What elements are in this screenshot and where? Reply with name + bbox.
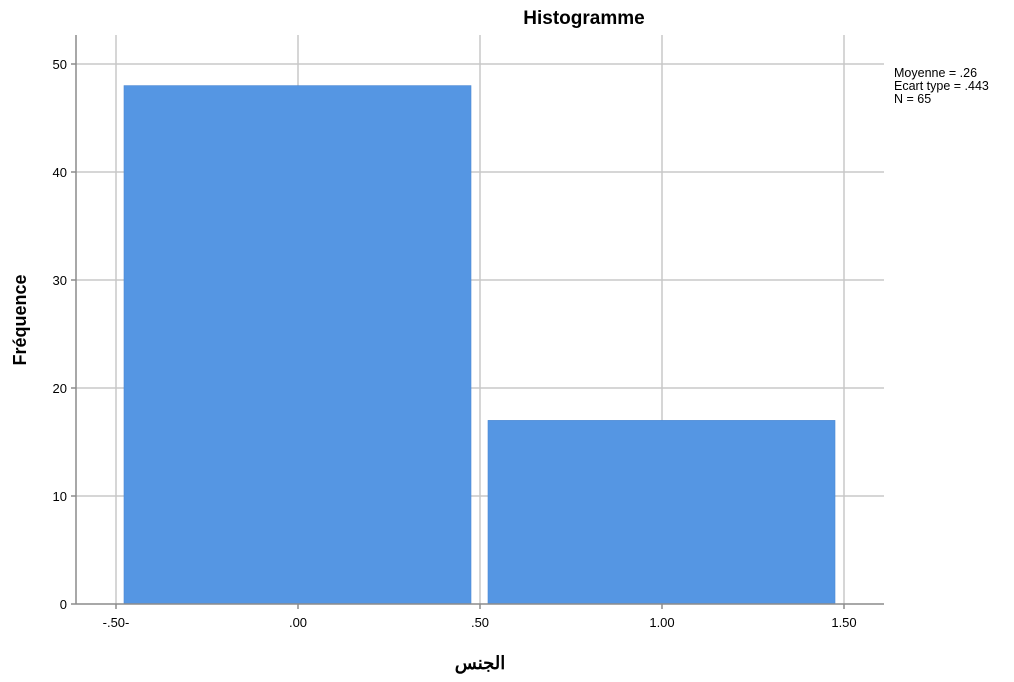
y-tick-label: 50 [53,57,67,72]
y-tick-label: 30 [53,273,67,288]
axes [71,35,884,609]
x-tick-label: .00 [289,615,307,630]
stats-n: N = 65 [894,92,931,106]
y-tick-labels: 0 10 20 30 40 50 [53,57,67,612]
y-tick-label: 20 [53,381,67,396]
x-axis-label: الجنس [455,653,505,674]
x-tick-label: 1.00 [649,615,674,630]
y-tick-label: 10 [53,489,67,504]
x-tick-label: -.50- [103,615,130,630]
stats-mean: Moyenne = .26 [894,66,977,80]
x-tick-label: .50 [471,615,489,630]
histogram-bar [487,420,836,605]
x-tick-label: 1.50 [831,615,856,630]
bars [123,85,836,605]
histogram-bar [123,85,472,605]
y-axis-label: Fréquence [10,274,30,365]
x-tick-labels: -.50- .00 .50 1.00 1.50 [103,615,857,630]
stats-box: Moyenne = .26 Ecart type = .443 N = 65 [894,66,989,106]
stats-std: Ecart type = .443 [894,79,989,93]
chart-title: Histogramme [523,8,644,29]
y-tick-label: 40 [53,165,67,180]
y-tick-label: 0 [60,597,67,612]
